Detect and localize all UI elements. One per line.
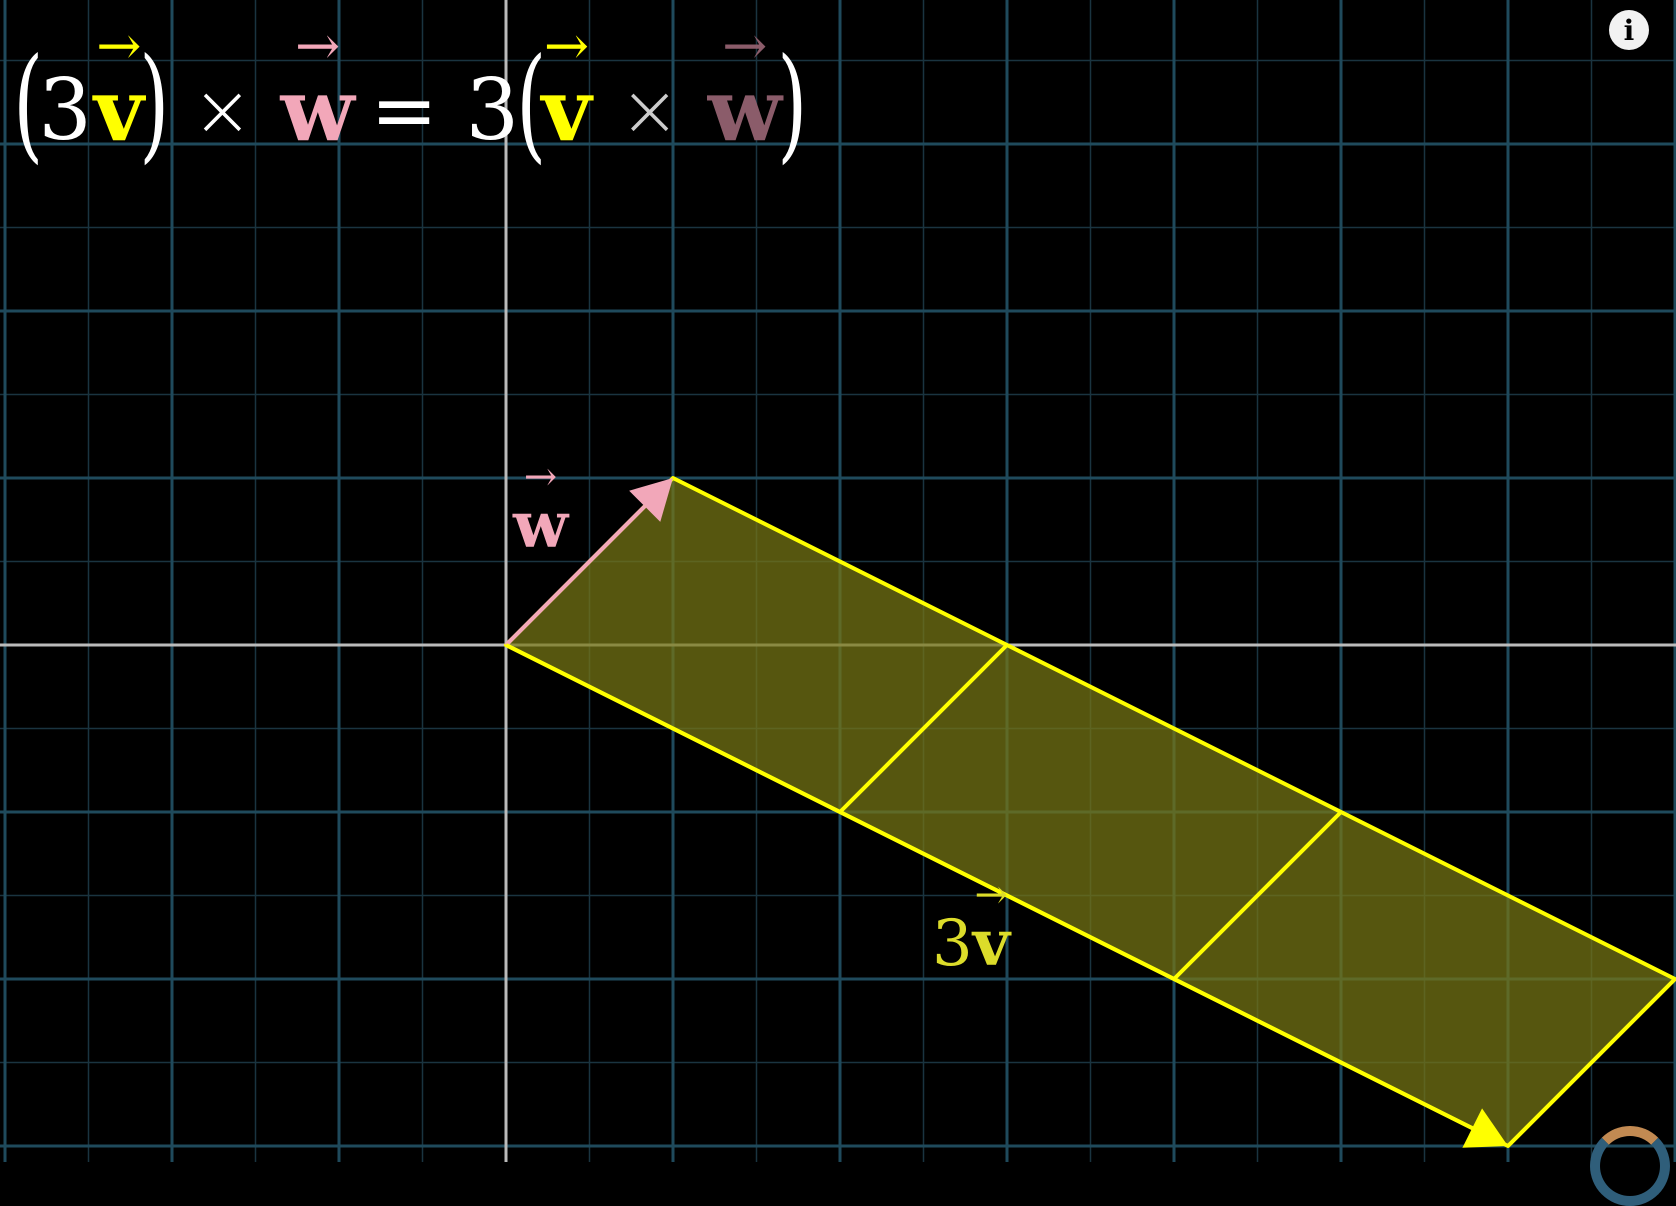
equation-rhs-vector-w: w [708,60,782,161]
vector-w-shaft [504,504,647,647]
equation-lhs-close-paren: ) [139,32,170,176]
equation-lhs-open-paren: ( [13,32,44,176]
vector-3v-arrowhead [1462,1108,1508,1148]
vector-w-label: w [513,488,568,563]
equation-rhs-cross-symbol: × [619,68,680,152]
equation-lhs-coefficient: 3 [38,61,92,159]
vector-3v-label-coefficient: 3 [932,907,973,981]
vector-w-label-glyph: w [513,488,568,563]
vector-3v-label: 3v [932,906,1010,981]
vector-w-arrowhead [629,478,673,522]
loading-spinner-icon [1590,1126,1670,1206]
equation-lhs-vector-w: w [281,60,355,161]
equation-rhs-coefficient: 3 [465,61,520,159]
equation-equals-sign: = [370,63,438,157]
equation-rhs-close-paren: ) [777,32,808,176]
parallelogram-divider-line [1172,810,1343,981]
info-icon[interactable]: i [1609,10,1649,50]
equation-lhs-vector-v: v [94,60,144,161]
parallelogram-divider-line [838,643,1009,814]
equation-rhs-vector-v: v [541,60,591,161]
equation-lhs-cross-symbol: × [192,68,253,152]
equation: ( 3 v ) × w = 3 ( v × w ) [13,32,807,180]
vector-3v-label-glyph: v [973,906,1010,981]
